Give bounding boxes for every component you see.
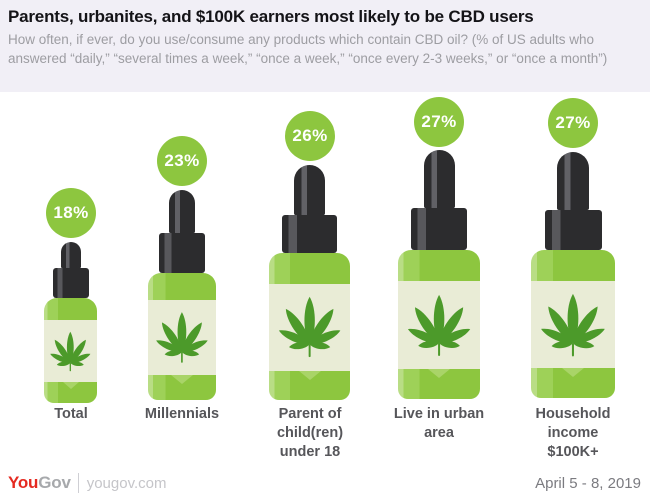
- bottle-label: [44, 320, 97, 382]
- bottle-body: [269, 253, 350, 400]
- label-notch: [562, 368, 584, 378]
- percent-badge-parents: 26%: [285, 111, 335, 161]
- header: Parents, urbanites, and $100K earners mo…: [0, 0, 650, 92]
- percent-badge-total: 18%: [46, 188, 96, 238]
- bottle-body: [531, 250, 615, 398]
- page-title: Parents, urbanites, and $100K earners mo…: [8, 7, 534, 26]
- category-label-urban: Live in urban area: [393, 406, 485, 442]
- category-label-parents: Parent of child(ren) under 18: [276, 406, 344, 461]
- category-label-millennials: Millennials: [144, 406, 220, 422]
- label-notch: [171, 374, 193, 384]
- dropper-cap: [544, 210, 602, 250]
- cannabis-leaf-icon: [406, 294, 472, 356]
- cbd-bottle-income: [531, 152, 615, 398]
- cannabis-leaf-icon: [277, 297, 342, 358]
- dropper-pipette: [294, 165, 325, 215]
- label-notch: [428, 369, 450, 379]
- yougov-url: yougov.com: [86, 474, 167, 492]
- bottle-label: [269, 283, 350, 371]
- yougov-logo-you: You: [8, 473, 39, 492]
- category-label-income: Household income $100K+: [535, 406, 611, 461]
- dropper-cap: [159, 233, 205, 273]
- label-notch: [298, 370, 321, 380]
- percent-badge-millennials: 23%: [157, 136, 207, 186]
- dropper-pipette: [557, 152, 589, 210]
- dropper-cap: [282, 215, 337, 253]
- dropper-pipette: [60, 242, 81, 268]
- dropper-cap: [411, 208, 467, 250]
- cannabis-leaf-icon: [154, 311, 210, 363]
- cannabis-leaf-icon: [49, 331, 92, 371]
- cbd-bottle-urban: [398, 150, 480, 399]
- cbd-bottle-parents: [269, 165, 350, 400]
- bottle-body: [398, 250, 480, 399]
- bottle-body: [148, 273, 216, 400]
- bottle-label: [531, 281, 615, 369]
- cbd-bottle-total: [44, 242, 97, 403]
- category-label-total: Total: [54, 406, 88, 422]
- dropper-pipette: [423, 150, 455, 208]
- bottle-label: [398, 281, 480, 370]
- survey-question-subtitle: How often, if ever, do you use/consume a…: [8, 32, 608, 67]
- label-notch: [62, 382, 79, 389]
- bottle-body: [44, 298, 97, 403]
- dropper-cap: [52, 268, 89, 298]
- percent-badge-urban: 27%: [414, 97, 464, 147]
- logo-separator: [77, 473, 79, 493]
- yougov-logo: You Gov yougov.com: [8, 473, 166, 493]
- percent-badge-income: 27%: [548, 98, 598, 148]
- cbd-bottle-millennials: [148, 190, 216, 400]
- fieldwork-date: April 5 - 8, 2019: [535, 475, 641, 492]
- yougov-logo-gov: Gov: [38, 473, 71, 492]
- cannabis-leaf-icon: [539, 293, 607, 357]
- dropper-pipette: [169, 190, 195, 233]
- bottle-label: [148, 299, 216, 375]
